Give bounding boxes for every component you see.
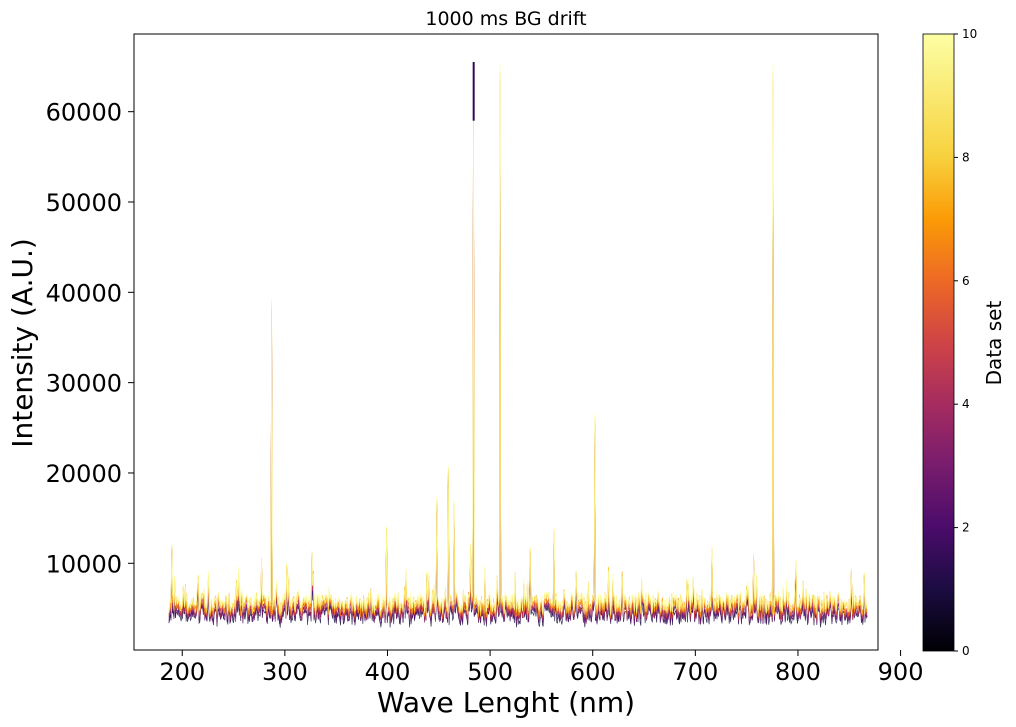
plot-area: [168, 62, 868, 628]
colorbar-tick-label: 6: [962, 274, 970, 288]
x-axis-label: Wave Lenght (nm): [377, 686, 635, 719]
y-tick-label: 10000: [46, 550, 122, 578]
spectrum-series-8: [168, 64, 868, 615]
y-tick-label: 50000: [46, 189, 122, 217]
colorbar-tick-label: 8: [962, 150, 970, 164]
x-tick-label: 700: [672, 658, 718, 686]
colorbar-tick-label: 10: [962, 27, 977, 41]
spectrum-series-4: [168, 92, 868, 622]
x-tick-label: 200: [159, 658, 205, 686]
colorbar: [922, 33, 955, 652]
spectrum-series-5: [168, 85, 868, 620]
x-tick-label: 900: [878, 658, 924, 686]
x-axis: 200 300 400 500 600 700 800 900: [159, 650, 923, 686]
chart-title: 1000 ms BG drift: [425, 8, 586, 30]
colorbar-label: Data set: [982, 301, 1006, 386]
y-axis-label: Intensity (A.U.): [6, 238, 39, 448]
y-tick-label: 20000: [46, 460, 122, 488]
y-axis: 10000 20000 30000 40000 50000 60000: [46, 99, 134, 578]
y-tick-label: 40000: [46, 279, 122, 307]
plot-frame: [133, 33, 879, 651]
colorbar-ticks: 0 2 4 6 8 10: [954, 27, 977, 658]
y-tick-label: 60000: [46, 99, 122, 127]
spectrum-series-6: [168, 78, 868, 618]
spectrum-series-7: [168, 71, 868, 617]
x-tick-label: 600: [570, 658, 616, 686]
colorbar-tick-label: 4: [962, 397, 970, 411]
colorbar-tick-label: 2: [962, 521, 970, 535]
x-tick-label: 400: [365, 658, 411, 686]
spectrum-series-3: [168, 99, 868, 623]
spectrum-series-1: [168, 114, 868, 626]
x-tick-label: 800: [775, 658, 821, 686]
y-tick-label: 30000: [46, 370, 122, 398]
colorbar-tick-label: 0: [962, 644, 970, 658]
x-tick-label: 300: [262, 658, 308, 686]
spectrum-series-0: [168, 121, 868, 628]
spectrum-series-2: [168, 106, 868, 625]
x-tick-label: 500: [467, 658, 513, 686]
